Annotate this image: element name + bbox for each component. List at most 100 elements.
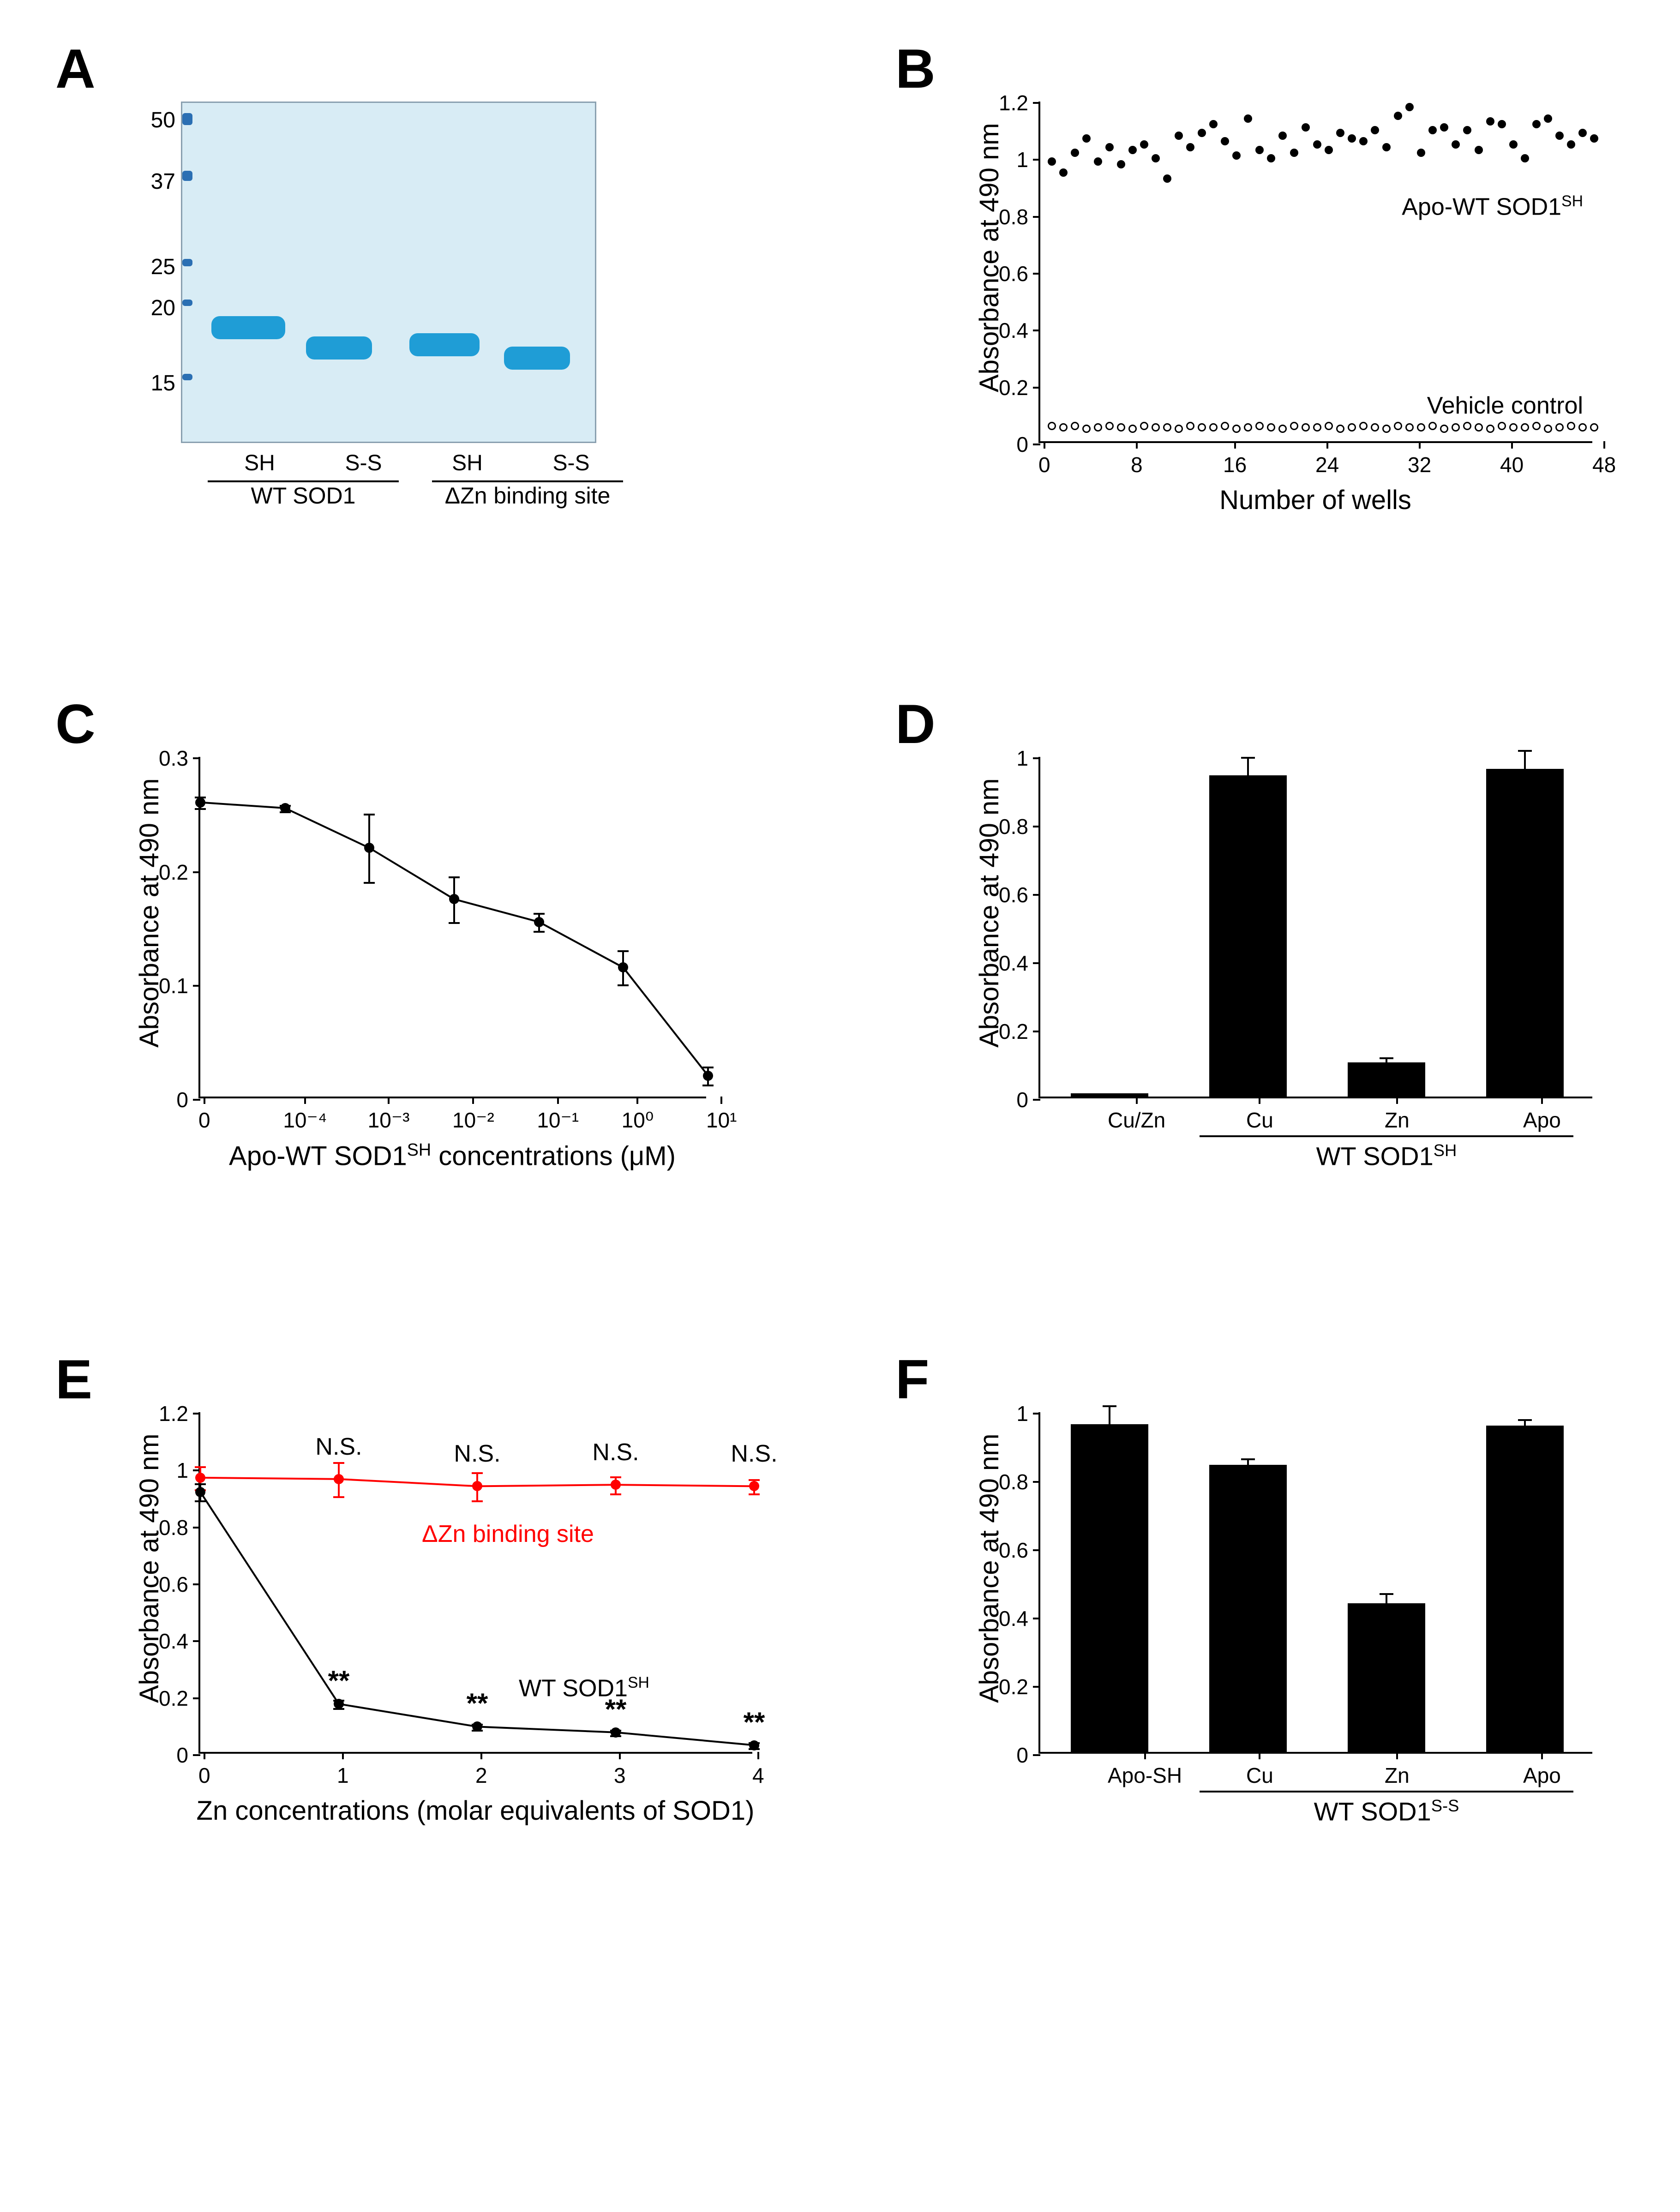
data-point — [1336, 425, 1344, 433]
data-point — [1428, 422, 1437, 430]
data-point — [1152, 154, 1160, 162]
y-tick: 0.8 — [999, 1469, 1040, 1494]
panel-f-label: F — [895, 1348, 929, 1411]
x-tick: 10⁰ — [622, 1097, 654, 1133]
y-tick: 0.2 — [999, 375, 1040, 400]
data-point — [703, 1071, 713, 1081]
data-point — [1152, 423, 1160, 432]
chart-b: 00.20.40.60.811.2081624324048Apo-WT SOD1… — [960, 102, 1634, 545]
panel-b-label: B — [895, 37, 936, 101]
data-point — [1186, 143, 1194, 151]
mw-marker: 25 — [151, 254, 175, 280]
lane-label: S-S — [318, 450, 409, 476]
data-point — [1313, 140, 1321, 149]
y-tick: 0.8 — [159, 1515, 200, 1540]
mw-marker: 20 — [151, 295, 175, 321]
data-point — [1555, 423, 1564, 432]
data-point — [1278, 425, 1287, 433]
x-tick: 10⁻³ — [368, 1097, 410, 1133]
chart-e: 00.20.40.60.811.201234N.S.N.S.N.S.N.S.**… — [120, 1412, 794, 1855]
data-point — [1578, 129, 1587, 137]
lane-label: SH — [422, 450, 513, 476]
data-point — [1082, 134, 1091, 143]
panel-f: F 00.20.40.60.81Apo-SHCuZnApoWT SOD1S-SA… — [923, 1366, 1634, 1855]
bar — [1348, 1603, 1425, 1752]
x-tick: 3 — [614, 1752, 626, 1788]
data-point — [1417, 149, 1425, 157]
y-tick: 0.8 — [999, 814, 1040, 839]
data-point — [1290, 422, 1298, 430]
data-point — [1498, 120, 1506, 128]
y-tick: 0 — [176, 1743, 200, 1768]
data-point — [749, 1740, 759, 1750]
sig-annot: ** — [467, 1687, 488, 1719]
data-point — [1302, 423, 1310, 432]
y-tick: 0.4 — [999, 951, 1040, 976]
data-point — [1463, 422, 1471, 430]
data-point — [1590, 134, 1598, 143]
data-point — [1555, 132, 1564, 140]
data-point — [1094, 423, 1102, 432]
data-point — [1071, 422, 1079, 430]
sig-annot: N.S. — [592, 1439, 639, 1466]
data-point — [1198, 129, 1206, 137]
data-point — [1325, 146, 1333, 154]
lane-label: SH — [214, 450, 306, 476]
x-tick: Cu — [1246, 1097, 1273, 1133]
data-point — [1209, 423, 1218, 432]
data-point — [1544, 425, 1552, 433]
x-tick: 0 — [198, 1097, 210, 1133]
data-point — [195, 1473, 205, 1483]
data-point — [611, 1480, 621, 1490]
sig-annot: ** — [744, 1706, 765, 1738]
data-point — [1082, 425, 1091, 433]
y-tick: 0 — [1016, 1087, 1040, 1112]
data-point — [1267, 423, 1275, 432]
data-point — [1405, 103, 1414, 111]
panel-e: E 00.20.40.60.811.201234N.S.N.S.N.S.N.S.… — [83, 1366, 794, 1855]
y-tick: 0.6 — [999, 1538, 1040, 1563]
y-tick: 0 — [176, 1087, 200, 1112]
group-label: WT SOD1SH — [1316, 1141, 1457, 1171]
lane-label: S-S — [526, 450, 617, 476]
series-label-red: ΔZn binding site — [422, 1520, 594, 1548]
data-point — [1532, 422, 1541, 430]
x-tick: 1 — [337, 1752, 349, 1788]
panel-d-label: D — [895, 692, 936, 756]
y-axis-label: Absorbance at 490 nm — [974, 123, 1005, 392]
series-label-black: WT SOD1SH — [519, 1674, 649, 1702]
x-tick: 16 — [1223, 441, 1247, 477]
x-tick: Zn — [1385, 1097, 1410, 1133]
x-axis-label: Apo-WT SOD1SH concentrations (μM) — [229, 1140, 676, 1171]
data-point — [1105, 143, 1114, 151]
group-label: WT SOD1S-S — [1314, 1796, 1459, 1827]
x-tick: 4 — [752, 1752, 764, 1788]
series-label-vehicle: Vehicle control — [1427, 392, 1583, 420]
x-tick: 32 — [1408, 441, 1431, 477]
y-tick: 0.6 — [999, 882, 1040, 907]
data-point — [449, 894, 459, 904]
gel-group-wt: WT SOD1 — [251, 483, 356, 509]
data-point — [1232, 151, 1241, 160]
x-tick: 24 — [1315, 441, 1339, 477]
y-tick: 0.4 — [999, 1606, 1040, 1631]
y-tick: 0.4 — [999, 318, 1040, 343]
x-tick: 10¹ — [706, 1097, 737, 1133]
panel-a-label: A — [55, 37, 96, 101]
gel-image — [181, 102, 596, 443]
y-tick: 0.1 — [159, 973, 200, 998]
data-point — [280, 803, 290, 813]
y-tick: 0.2 — [999, 1674, 1040, 1699]
data-point — [1255, 146, 1264, 154]
data-point — [1486, 425, 1494, 433]
data-point — [1325, 422, 1333, 430]
x-tick: Cu — [1246, 1752, 1273, 1788]
data-point — [1463, 126, 1471, 134]
data-point — [1163, 423, 1171, 432]
series-label-apo: Apo-WT SOD1SH — [1402, 192, 1583, 221]
x-tick: Zn — [1385, 1752, 1410, 1788]
data-point — [1059, 423, 1068, 432]
sig-annot: N.S. — [454, 1440, 500, 1468]
data-point — [1048, 422, 1056, 430]
data-point — [1221, 137, 1229, 145]
